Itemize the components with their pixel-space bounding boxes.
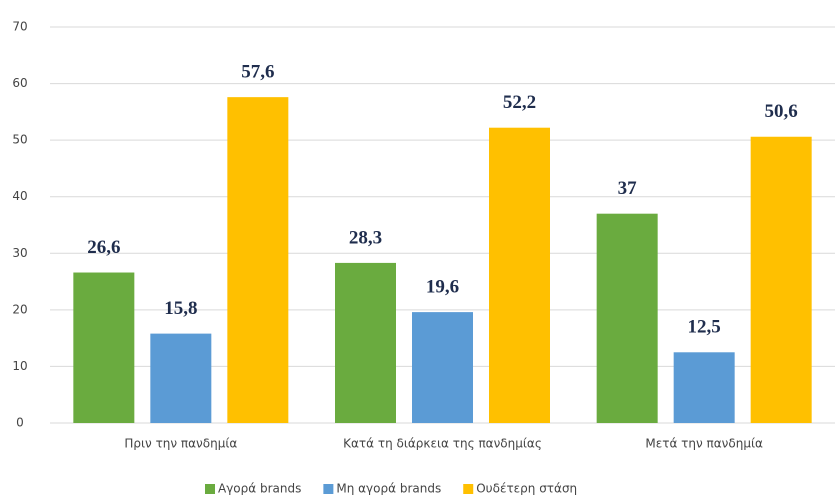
bar (673, 352, 735, 423)
bar (73, 272, 135, 423)
y-tick-label: 60 (12, 76, 27, 90)
legend-label: Ουδέτερη στάση (476, 482, 577, 496)
y-tick-label: 50 (12, 133, 27, 147)
bar (412, 312, 473, 423)
bar (750, 136, 812, 423)
y-tick-label: 30 (12, 246, 27, 260)
bar (227, 97, 289, 424)
value-label: 57,6 (241, 62, 274, 83)
y-tick-label: 10 (12, 359, 27, 373)
value-label: 19,6 (426, 276, 459, 297)
value-label: 12,5 (688, 317, 721, 338)
legend-swatch (323, 484, 334, 494)
value-label: 52,2 (503, 92, 536, 113)
bar (596, 213, 658, 423)
y-tick-label: 70 (12, 20, 27, 34)
y-tick-label: 20 (12, 302, 27, 316)
legend-swatch (205, 484, 215, 494)
y-tick-label: 0 (16, 416, 24, 430)
value-label: 50,6 (765, 101, 798, 122)
legend-swatch (463, 484, 474, 494)
x-tick-label: Πριν την πανδημία (124, 437, 237, 451)
value-label: 28,3 (349, 227, 382, 248)
bar (335, 262, 396, 423)
x-tick-label: Κατά τη διάρκεια της πανδημίας (343, 437, 542, 451)
legend-label: Μη αγορά brands (336, 482, 441, 496)
bar (150, 333, 212, 423)
legend-label: Αγορά brands (218, 482, 301, 496)
value-label: 26,6 (87, 237, 120, 258)
x-tick-label: Μετά την πανδημία (645, 437, 763, 451)
value-label: 37 (618, 178, 638, 199)
y-tick-label: 40 (12, 189, 27, 203)
value-label: 15,8 (164, 298, 197, 319)
bar (489, 127, 550, 423)
